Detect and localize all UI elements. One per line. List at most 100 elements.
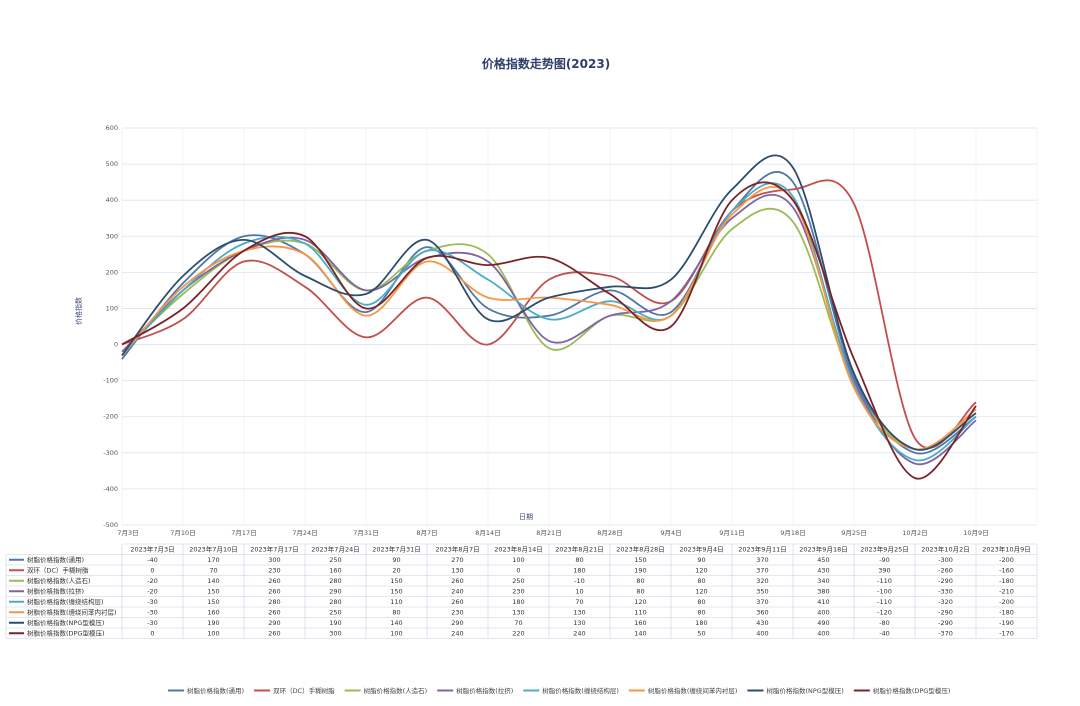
table-value-cell: 400 <box>756 630 768 638</box>
y-axis-label: 价格指数 <box>74 297 83 325</box>
table-value-cell: -290 <box>938 577 953 585</box>
x-tick-label: 9月18日 <box>780 529 805 537</box>
table-header-cell: 2023年7月24日 <box>311 545 359 554</box>
table-header-cell: 2023年8月28日 <box>616 545 664 554</box>
table-value-cell: 270 <box>451 556 463 564</box>
table-value-cell: 140 <box>390 619 402 627</box>
x-axis-ticks: 7月3日 7月10日 7月17日 7月24日 7月31日 8月7日 8月14日 8月21日 8月… <box>117 529 988 537</box>
series-line-5 <box>121 186 977 451</box>
legend-item-label: 双环（DC）手糊树脂 <box>273 686 335 695</box>
table-series-name: 树脂价格指数(人造石) <box>27 576 91 585</box>
y-tick-label: -300 <box>103 449 118 457</box>
table-value-cell: 490 <box>817 619 829 627</box>
table-header-cell: 2023年8月21日 <box>555 545 603 554</box>
y-tick-label: 0 <box>114 341 118 349</box>
table-value-cell: -180 <box>999 577 1014 585</box>
table-header-cell: 2023年9月4日 <box>679 545 723 554</box>
table-value-cell: 140 <box>207 577 219 585</box>
table-value-cell: -200 <box>999 598 1014 606</box>
table-value-cell: 380 <box>817 588 829 596</box>
table-header-cell: 2023年8月7日 <box>435 545 479 554</box>
table-value-cell: 280 <box>329 577 341 585</box>
table-value-cell: 150 <box>390 588 402 596</box>
table-value-cell: 150 <box>390 577 402 585</box>
table-header-cell: 2023年7月3日 <box>130 545 174 554</box>
table-value-cell: -30 <box>147 598 158 606</box>
table-value-cell: 430 <box>756 619 768 627</box>
table-value-cell: 130 <box>573 609 585 617</box>
legend-item-label: 树脂价格指数(DPG型模压) <box>873 686 951 695</box>
table-value-cell: 260 <box>268 588 280 596</box>
y-tick-label: -500 <box>103 521 118 529</box>
table-value-cell: -290 <box>938 609 953 617</box>
table-value-cell: 160 <box>207 609 219 617</box>
series-line-6 <box>121 154 977 451</box>
x-tick-label: 9月25日 <box>841 529 866 537</box>
table-value-cell: 260 <box>268 609 280 617</box>
x-tick-label: 7月17日 <box>231 529 256 537</box>
table-value-cell: 0 <box>150 630 154 638</box>
table-value-cell: 0 <box>516 567 520 575</box>
table-value-cell: 80 <box>697 598 705 606</box>
chart-title: 价格指数走势图(2023) <box>482 56 610 71</box>
table-header-cell: 2023年7月31日 <box>372 545 420 554</box>
table-value-cell: 0 <box>150 567 154 575</box>
table-value-cell: -320 <box>938 598 953 606</box>
table-value-cell: 230 <box>512 588 524 596</box>
table-series-name: 树脂价格指数(缠绕间苯内衬层) <box>27 608 117 617</box>
table-value-cell: 150 <box>207 588 219 596</box>
table-value-cell: -110 <box>877 598 892 606</box>
table-value-cell: -30 <box>147 609 158 617</box>
table-value-cell: 80 <box>392 609 400 617</box>
table-value-cell: 180 <box>512 598 524 606</box>
series-lines <box>121 154 977 480</box>
table-value-cell: 190 <box>329 619 341 627</box>
x-tick-label: 10月9日 <box>963 529 988 537</box>
table-value-cell: -370 <box>938 630 953 638</box>
table-value-cell: 120 <box>634 598 646 606</box>
x-tick-label: 7月3日 <box>117 529 138 537</box>
table-value-cell: -200 <box>999 556 1014 564</box>
table-header-cell: 2023年9月25日 <box>860 545 908 554</box>
table-value-cell: 190 <box>634 567 646 575</box>
table-value-cell: 100 <box>512 556 524 564</box>
table-value-cell: 70 <box>575 598 583 606</box>
legend-item-label: 树脂价格指数(NPG型模压) <box>766 686 843 695</box>
y-tick-label: -100 <box>103 377 118 385</box>
table-value-cell: 260 <box>268 630 280 638</box>
y-tick-label: 500 <box>106 160 118 168</box>
table-value-cell: 180 <box>695 619 707 627</box>
table-value-cell: 90 <box>697 556 705 564</box>
table-value-cell: -10 <box>574 577 585 585</box>
table-header-cell: 2023年10月2日 <box>921 545 969 554</box>
table-value-cell: -330 <box>938 588 953 596</box>
x-tick-label: 8月7日 <box>416 529 437 537</box>
table-value-cell: 390 <box>878 567 890 575</box>
table-value-cell: 240 <box>573 630 585 638</box>
table-value-cell: 300 <box>268 556 280 564</box>
series-line-1 <box>121 179 977 449</box>
table-value-cell: 80 <box>697 609 705 617</box>
table-value-cell: 150 <box>207 598 219 606</box>
legend-item-label: 树脂价格指数(通用) <box>187 686 244 695</box>
x-tick-label: 7月10日 <box>170 529 195 537</box>
table-value-cell: -120 <box>877 609 892 617</box>
table-value-cell: -20 <box>147 577 158 585</box>
table-series-name: 树脂价格指数(NPG型模压) <box>27 618 104 627</box>
x-axis-label: 日期 <box>519 513 533 521</box>
table-value-cell: 250 <box>329 609 341 617</box>
y-tick-label: 600 <box>106 124 118 132</box>
table-value-cell: -30 <box>147 619 158 627</box>
table-value-cell: 110 <box>634 609 646 617</box>
table-value-cell: 370 <box>756 556 768 564</box>
table-header-cell: 2023年7月17日 <box>250 545 298 554</box>
table-header-cell: 2023年9月11日 <box>738 545 786 554</box>
table-value-cell: 130 <box>573 619 585 627</box>
x-tick-label: 8月14日 <box>475 529 500 537</box>
table-header-cell: 2023年7月10日 <box>189 545 237 554</box>
table-value-cell: -180 <box>999 609 1014 617</box>
table-series-name: 树脂价格指数(拉挤) <box>27 587 84 596</box>
table-value-cell: 260 <box>268 577 280 585</box>
table-value-cell: 240 <box>451 588 463 596</box>
